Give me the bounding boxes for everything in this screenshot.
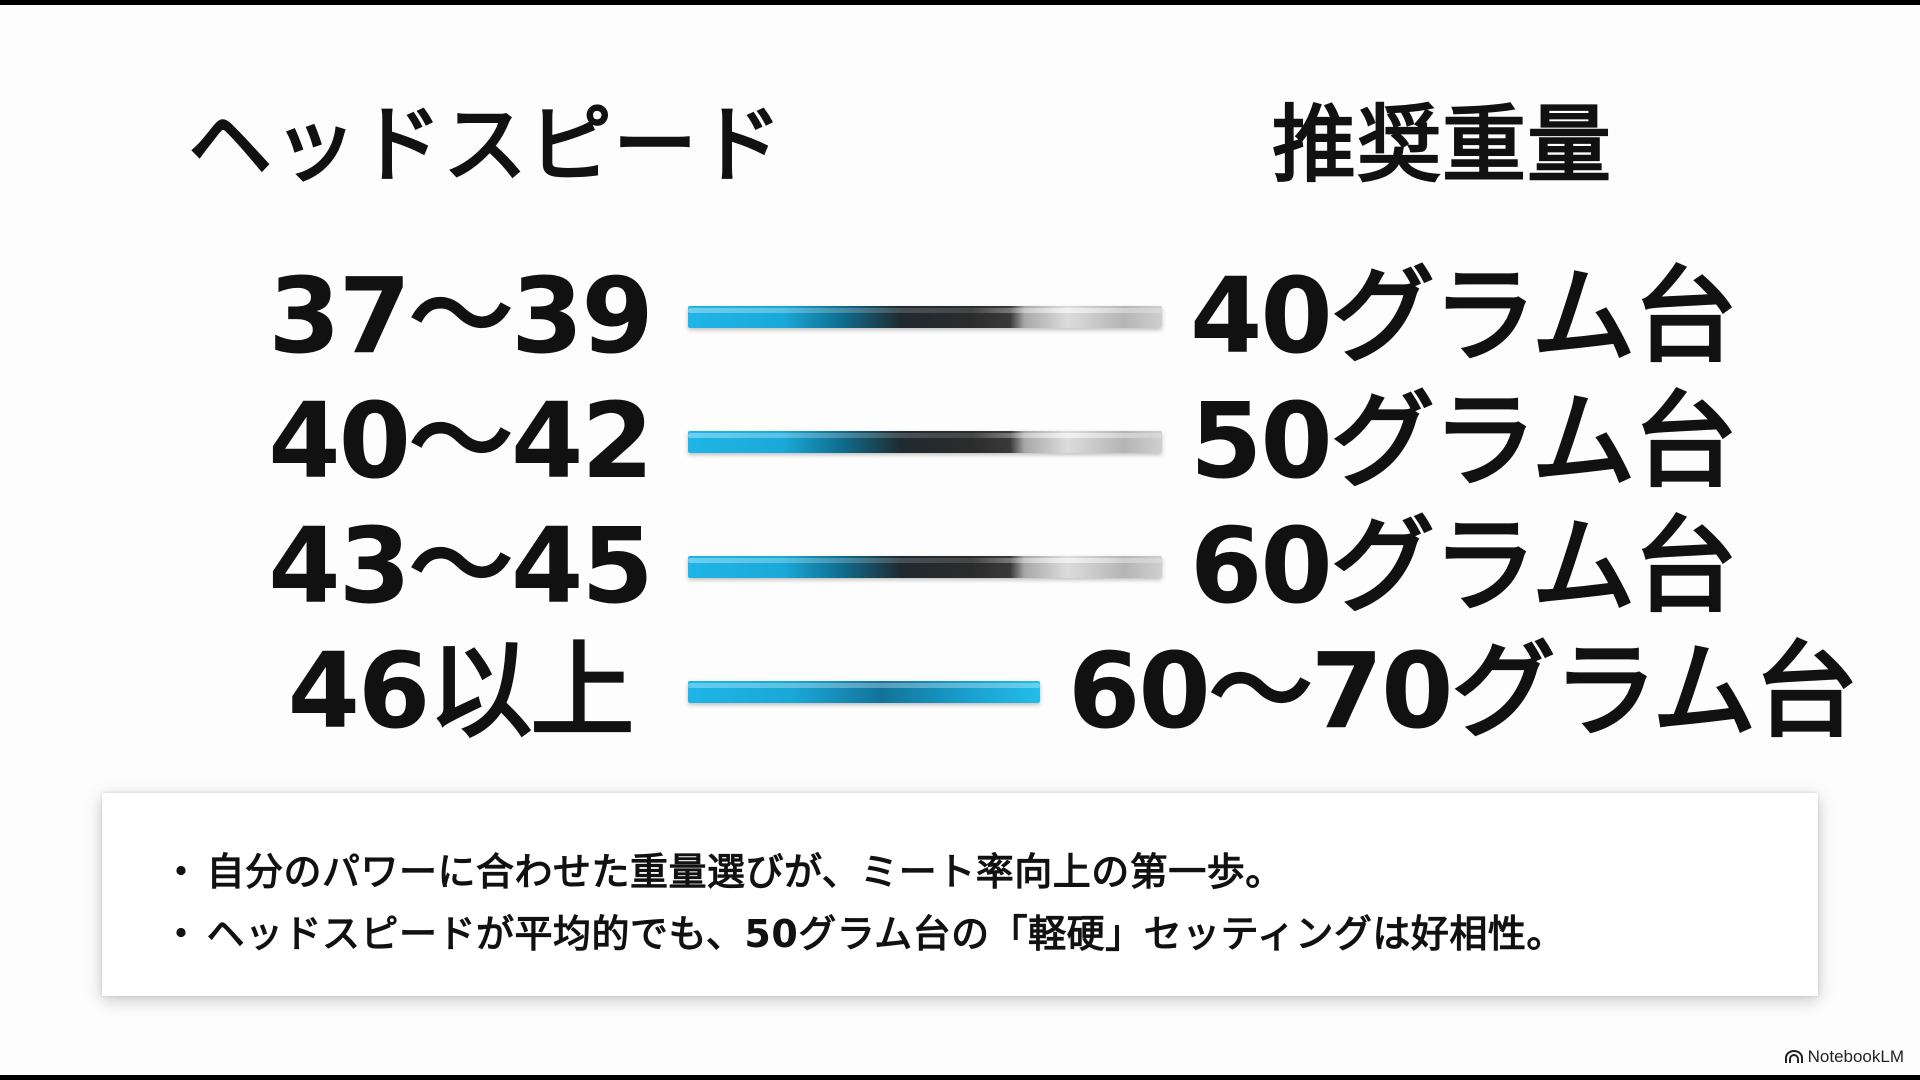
bullet: ・ bbox=[162, 850, 201, 894]
header-head-speed: ヘッドスピード bbox=[188, 96, 784, 194]
speed-value: 46以上 bbox=[287, 630, 635, 752]
weight-value: 40グラム台 bbox=[1190, 255, 1738, 377]
shaft-graphic bbox=[688, 431, 1162, 453]
speed-value: 43〜45 bbox=[268, 505, 653, 627]
speed-value: 37〜39 bbox=[268, 255, 653, 377]
notes-box: ・自分のパワーに合わせた重量選びが、ミート率向上の第一歩。 ・ヘッドスピードが平… bbox=[102, 793, 1818, 996]
note-item: ・ヘッドスピードが平均的でも、50グラム台の「軽硬」セッティングは好相性。 bbox=[162, 903, 1565, 958]
shaft-graphic bbox=[688, 306, 1162, 328]
brand-name: NotebookLM bbox=[1807, 1047, 1904, 1066]
note-text: 自分のパワーに合わせた重量選びが、ミート率向上の第一歩。 bbox=[206, 850, 1284, 894]
notebooklm-logo-icon bbox=[1784, 1050, 1803, 1063]
shaft-graphic bbox=[688, 556, 1162, 578]
header-recommended-weight: 推奨重量 bbox=[1272, 96, 1613, 194]
note-text: ヘッドスピードが平均的でも、50グラム台の「軽硬」セッティングは好相性。 bbox=[206, 912, 1565, 956]
weight-value: 50グラム台 bbox=[1190, 380, 1738, 502]
weight-value: 60グラム台 bbox=[1190, 505, 1738, 627]
note-item: ・自分のパワーに合わせた重量選びが、ミート率向上の第一歩。 bbox=[162, 841, 1284, 896]
bullet: ・ bbox=[162, 912, 201, 956]
row-1: 37〜39 40グラム台 bbox=[0, 256, 1920, 376]
row-4: 46以上 60〜70グラム台 bbox=[0, 631, 1920, 751]
slide: ヘッドスピード 推奨重量 37〜39 40グラム台 40〜42 50グラム台 4… bbox=[0, 5, 1920, 1075]
row-3: 43〜45 60グラム台 bbox=[0, 506, 1920, 626]
shaft-graphic bbox=[688, 681, 1040, 703]
weight-value: 60〜70グラム台 bbox=[1068, 630, 1858, 752]
row-2: 40〜42 50グラム台 bbox=[0, 381, 1920, 501]
brand-watermark: NotebookLM bbox=[1784, 1047, 1904, 1067]
speed-value: 40〜42 bbox=[268, 380, 653, 502]
